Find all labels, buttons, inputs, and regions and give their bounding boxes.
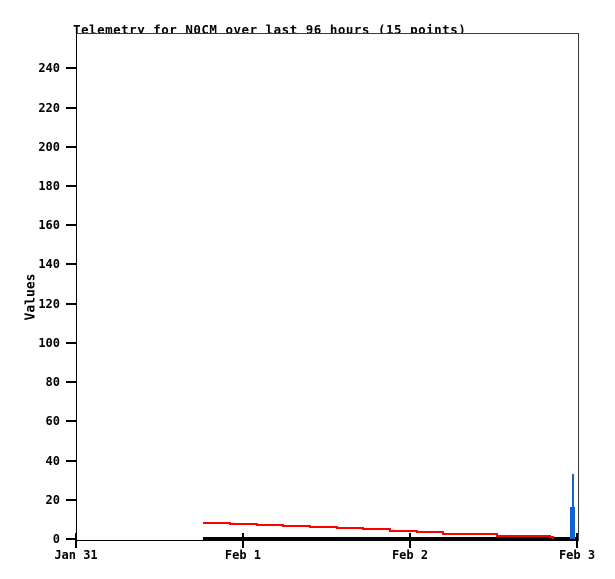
telemetry-red-segment	[389, 529, 417, 532]
x-tick	[75, 533, 77, 548]
x-tick-label: Feb 1	[224, 548, 262, 562]
y-tick	[66, 459, 76, 462]
telemetry-red-connector	[551, 536, 554, 539]
telemetry-red-segment	[496, 534, 523, 537]
telemetry-red-segment	[203, 521, 230, 524]
baseline-black-segment	[203, 536, 577, 540]
y-tick-label: 20	[45, 492, 60, 507]
y-tick	[66, 420, 76, 423]
x-tick-label: Jan 31	[54, 548, 98, 562]
y-tick-label: 160	[38, 218, 60, 233]
telemetry-red-segment	[469, 533, 497, 536]
y-tick	[66, 106, 76, 109]
y-tick-label: 60	[45, 414, 60, 429]
y-tick-label: 80	[45, 375, 60, 390]
telemetry-red-segment	[310, 525, 338, 528]
y-tick-label: 0	[52, 532, 60, 546]
y-tick-label: 100	[38, 335, 60, 350]
plot-area	[76, 33, 579, 541]
telemetry-red-segment	[363, 528, 390, 531]
y-tick	[66, 224, 76, 227]
telemetry-red-segment	[337, 527, 364, 530]
y-tick	[66, 341, 76, 344]
y-tick	[66, 145, 76, 148]
y-tick	[66, 67, 76, 70]
x-tick	[409, 533, 412, 548]
telemetry-red-segment	[442, 532, 470, 535]
y-tick-label: 40	[45, 453, 60, 468]
telemetry-red-segment	[230, 522, 257, 525]
y-tick-label: 180	[38, 178, 60, 193]
y-tick	[66, 538, 76, 540]
telemetry-red-segment	[522, 535, 550, 538]
y-tick-label: 220	[38, 100, 60, 115]
spike-blue-bar	[571, 474, 575, 507]
telemetry-red-segment	[416, 530, 443, 533]
y-tick	[66, 381, 76, 384]
telemetry-red-segment	[549, 536, 553, 539]
y-tick-label: 200	[38, 139, 60, 154]
y-tick	[66, 302, 76, 305]
telemetry-red-segment	[257, 523, 283, 526]
y-tick-label: 140	[38, 257, 60, 272]
x-tick-label: Feb 2	[391, 548, 429, 562]
y-tick-label: 120	[38, 296, 60, 311]
x-tick	[576, 533, 578, 548]
y-tick	[66, 184, 76, 187]
spike-blue-bar	[569, 506, 576, 539]
x-tick	[241, 533, 244, 548]
x-tick-label: Feb 3	[558, 548, 596, 562]
y-tick-label: 240	[38, 61, 60, 76]
y-tick	[66, 263, 76, 266]
telemetry-red-segment	[283, 525, 310, 528]
y-tick	[66, 498, 76, 501]
